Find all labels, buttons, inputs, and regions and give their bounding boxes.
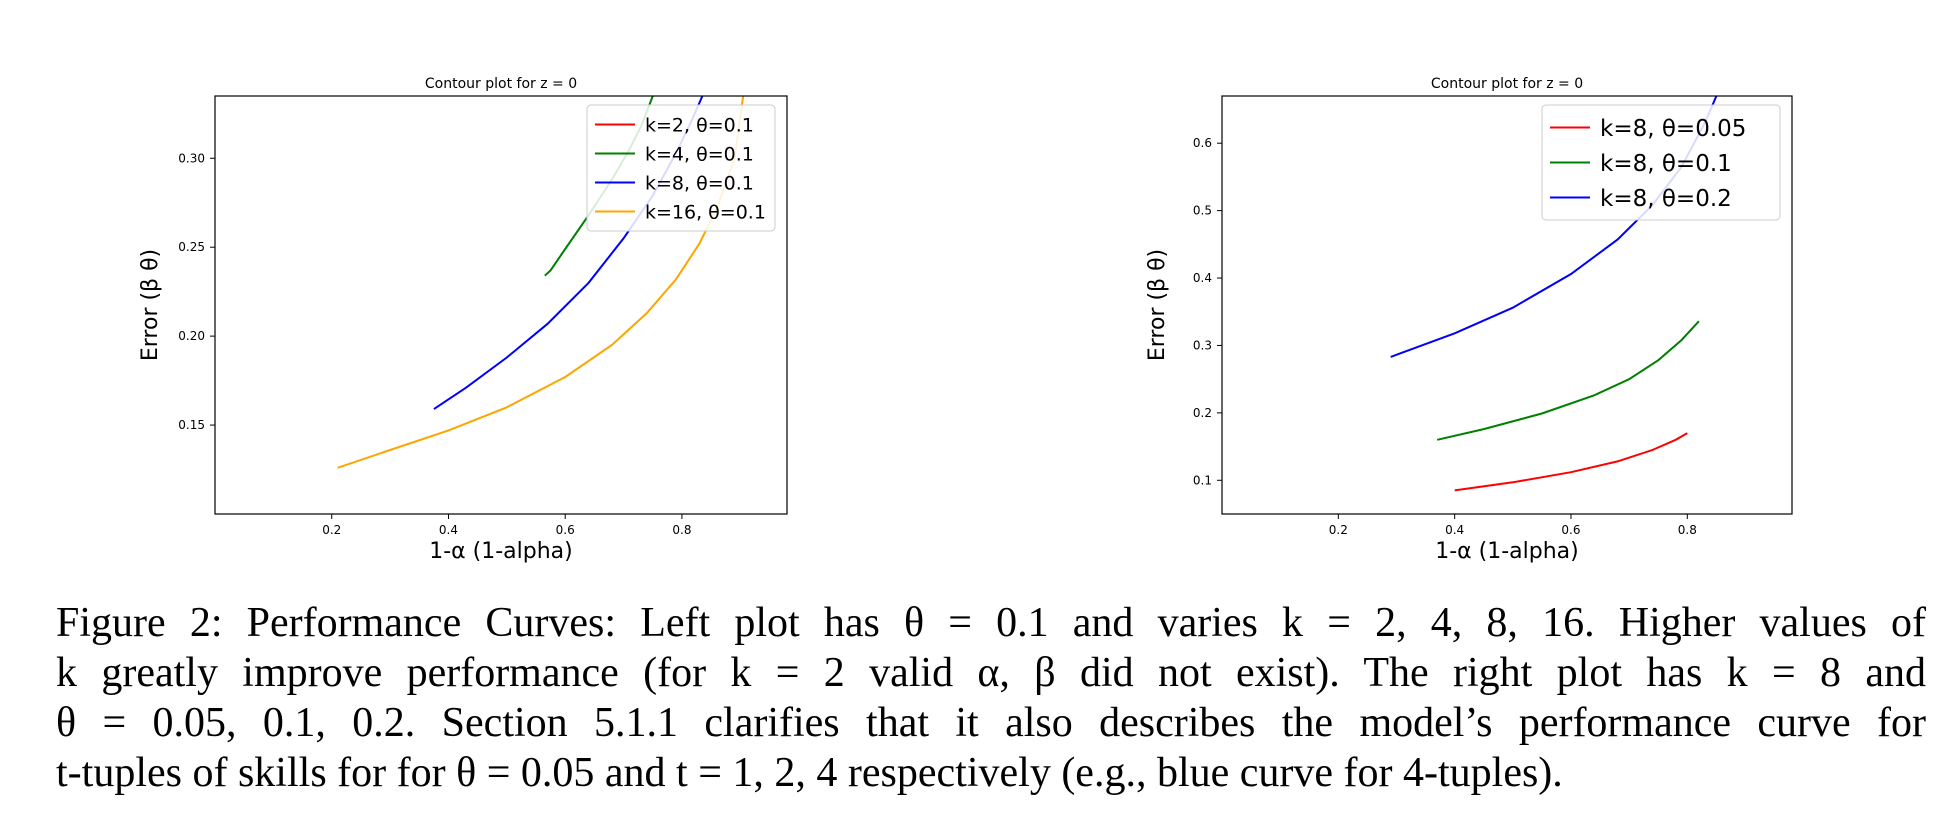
y-tick-label: 0.2 xyxy=(1193,406,1212,420)
x-tick-label: 0.2 xyxy=(1329,523,1348,537)
chart-title: Contour plot for z = 0 xyxy=(1431,76,1583,92)
x-tick-label: 0.2 xyxy=(322,523,341,537)
series-line xyxy=(1436,320,1700,441)
x-tick-label: 0.8 xyxy=(1678,523,1697,537)
chart-panel: Contour plot for z = 0 0.2 0.4 0.6 0.8 0.15 0.… xyxy=(138,76,788,564)
y-tick-label: 0.30 xyxy=(178,151,205,165)
legend-box xyxy=(586,104,776,232)
x-tick-label: 0.6 xyxy=(556,523,575,537)
x-axis-label: 1-α (1-alpha) xyxy=(1435,539,1579,564)
caption-line: t-tuples of skills for for θ = 0.05 and … xyxy=(56,750,1563,796)
caption-line: θ = 0.05, 0.1, 0.2. Section 5.1.1 clarif… xyxy=(56,700,1926,746)
chart-panel: Contour plot for z = 0 0.2 0.4 0.6 0.8 0.1 0.2… xyxy=(1145,76,1793,564)
legend-label: k=16, θ=0.1 xyxy=(645,201,766,223)
caption-line: Figure 2: Performance Curves: Left plot … xyxy=(56,600,1926,646)
series-line xyxy=(1454,432,1688,492)
chart-title: Contour plot for z = 0 xyxy=(425,76,577,92)
y-tick-label: 0.3 xyxy=(1193,338,1212,352)
y-tick-label: 0.1 xyxy=(1193,473,1212,487)
legend: k=8, θ=0.05 k=8, θ=0.1 k=8, θ=0.2 xyxy=(1541,104,1781,221)
y-tick-label: 0.6 xyxy=(1193,136,1212,150)
figure: Contour plot for z = 0 0.2 0.4 0.6 0.8 0.15 0.… xyxy=(138,76,1793,564)
caption-line: k greatly improve performance (for k = 2… xyxy=(56,650,1926,696)
y-axis-label: Error (β θ) xyxy=(1145,249,1170,361)
x-tick-label: 0.4 xyxy=(439,523,458,537)
y-axis-label: Error (β θ) xyxy=(138,249,163,361)
legend-label: k=8, θ=0.1 xyxy=(645,172,754,194)
x-tick-label: 0.6 xyxy=(1561,523,1580,537)
y-tick-label: 0.20 xyxy=(178,329,205,343)
legend-label: k=4, θ=0.1 xyxy=(645,143,754,165)
x-tick-label: 0.4 xyxy=(1445,523,1464,537)
y-tick-label: 0.15 xyxy=(178,418,205,432)
legend-label: k=8, θ=0.1 xyxy=(1600,151,1732,177)
x-tick-label: 0.8 xyxy=(672,523,691,537)
legend-label: k=8, θ=0.05 xyxy=(1600,116,1746,142)
y-tick-label: 0.5 xyxy=(1193,204,1212,218)
legend-box xyxy=(1541,104,1781,221)
figure-caption: Figure 2: Performance Curves: Left plot … xyxy=(56,598,1926,798)
plot-frame xyxy=(214,95,788,515)
legend-label: k=8, θ=0.2 xyxy=(1600,186,1732,212)
legend: k=2, θ=0.1 k=4, θ=0.1 k=8, θ=0.1 k=16, θ=0.… xyxy=(586,104,776,232)
plot-frame xyxy=(1221,95,1793,515)
x-axis-label: 1-α (1-alpha) xyxy=(429,539,573,564)
y-tick-label: 0.25 xyxy=(178,240,205,254)
legend-label: k=2, θ=0.1 xyxy=(645,114,754,136)
y-tick-label: 0.4 xyxy=(1193,271,1212,285)
